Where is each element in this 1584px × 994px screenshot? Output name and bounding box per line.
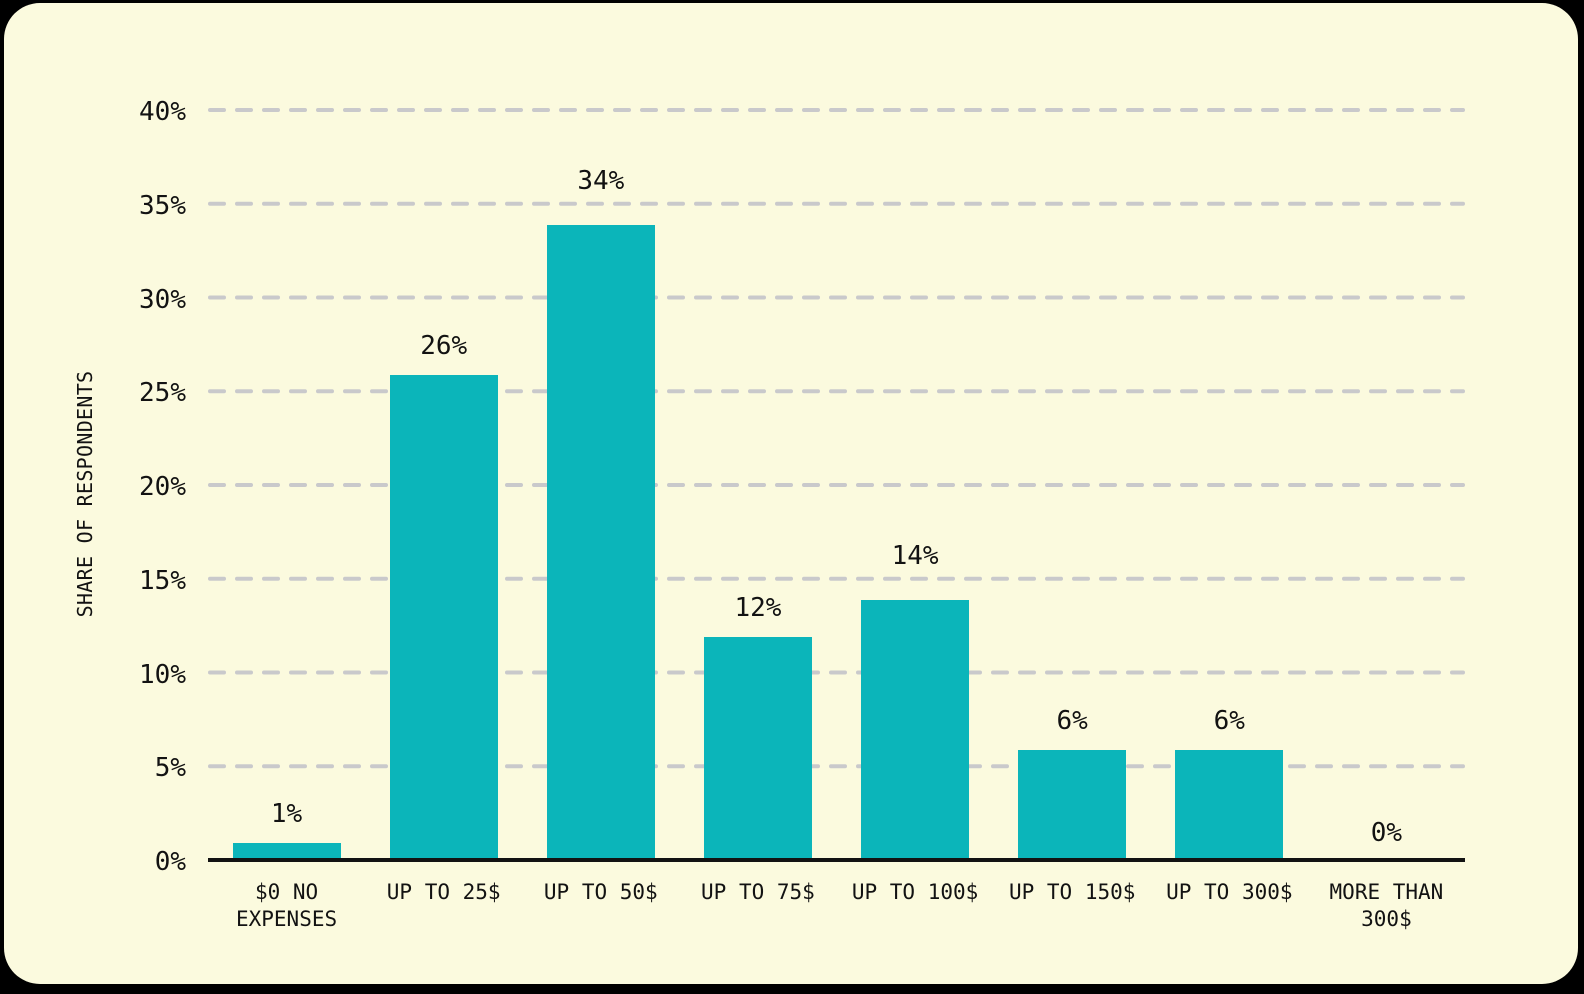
y-tick-label: 25% bbox=[139, 378, 186, 409]
bar-value-label: 34% bbox=[577, 165, 625, 196]
y-tick-label: 15% bbox=[139, 565, 186, 596]
x-tick-label: $0 NO EXPENSES bbox=[235, 880, 338, 931]
bar-value-label: 6% bbox=[1213, 705, 1245, 736]
y-tick-labels: 0% 5% 10% 15% 20% 25% 30% 35% 40% bbox=[28, 3, 186, 877]
bar bbox=[546, 224, 655, 862]
bar bbox=[1018, 749, 1127, 862]
y-tick-label: 20% bbox=[139, 472, 186, 502]
bar bbox=[861, 599, 970, 862]
y-tick-label: 30% bbox=[139, 284, 186, 315]
value-labels-layer: 1% 26% 34% 12% 14% 6% 6% 0% bbox=[208, 3, 1465, 862]
y-tick-label: 5% bbox=[154, 753, 186, 784]
x-tick-labels: $0 NO EXPENSES UP TO 25$ UP TO 50$ UP TO 75… bbox=[208, 879, 1465, 969]
bars-layer bbox=[208, 3, 1465, 862]
bar-value-label: 1% bbox=[270, 799, 303, 830]
x-tick-label: UP TO 100$ bbox=[851, 880, 979, 904]
y-tick-label: 10% bbox=[139, 659, 186, 690]
bar bbox=[703, 637, 812, 862]
bar-value-label: 14% bbox=[891, 540, 939, 571]
chart-card: SHARE OF RESPONDENTS 1% 26% 34% 12% 14% 6% 6% 0… bbox=[4, 3, 1578, 984]
y-tick-label: 35% bbox=[139, 190, 186, 221]
bar bbox=[1175, 749, 1284, 862]
x-tick-label: UP TO 300$ bbox=[1166, 880, 1293, 904]
gridlines-layer bbox=[208, 108, 1465, 769]
bar-value-label: 12% bbox=[734, 593, 782, 623]
x-tick-label: UP TO 25$ bbox=[386, 880, 501, 904]
plot-area: 1% 26% 34% 12% 14% 6% 6% 0% bbox=[208, 3, 1465, 862]
bar bbox=[389, 374, 498, 862]
x-tick-label: UP TO 150$ bbox=[1008, 880, 1136, 904]
bar-value-label: 0% bbox=[1370, 818, 1403, 848]
x-tick-label: UP TO 75$ bbox=[701, 880, 815, 904]
x-tick-label: UP TO 50$ bbox=[543, 880, 658, 904]
x-tick-label: MORE THAN 300$ bbox=[1329, 880, 1444, 931]
bar bbox=[232, 843, 341, 862]
y-tick-label: 40% bbox=[139, 97, 186, 127]
bar-value-label: 6% bbox=[1056, 705, 1088, 736]
bar-value-label: 26% bbox=[420, 330, 468, 361]
x-axis-line bbox=[208, 858, 1465, 862]
y-tick-label: 0% bbox=[154, 847, 186, 877]
